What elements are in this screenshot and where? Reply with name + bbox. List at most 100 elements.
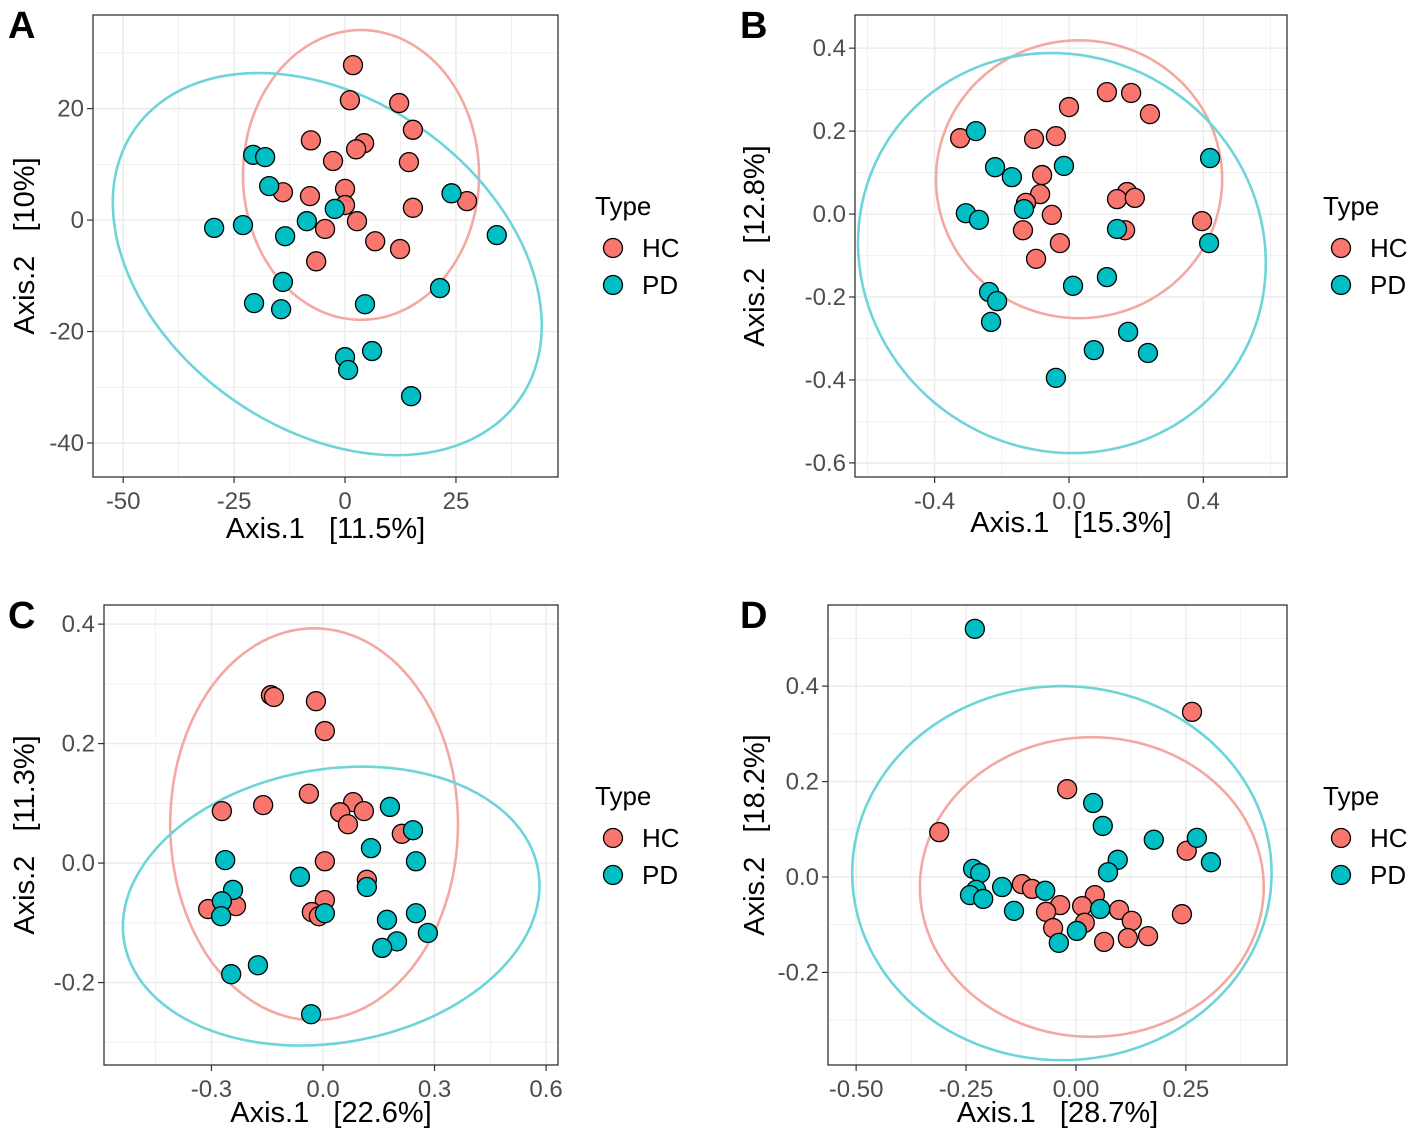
legend: Type HC PD (595, 191, 680, 300)
legend-key-hc (1330, 827, 1352, 849)
point-hc (1093, 931, 1115, 953)
x-tick-label: 0.25 (1163, 1076, 1210, 1103)
point-pd (1013, 198, 1035, 220)
y-tick-label: 0.4 (813, 35, 846, 62)
point-hc (298, 783, 320, 804)
x-axis-title: Axis.1 [11.5%] (226, 513, 425, 545)
panel-label: B (740, 5, 767, 47)
point-pd (486, 224, 507, 246)
point-pd (289, 866, 311, 887)
point-hc (314, 851, 336, 872)
panel-c: -0.3 0.0 0.3 0.6 -0.2 0.0 0.2 0.4 Axis.1 [22.6%]… (8, 595, 680, 1129)
point-hc (1023, 128, 1045, 150)
y-tick-label: -20 (49, 319, 84, 346)
point-hc (402, 119, 424, 140)
point-pd (1143, 829, 1164, 850)
plot-background (93, 15, 558, 477)
point-hc (1058, 96, 1080, 118)
y-tick-label: 0.0 (62, 850, 95, 877)
point-hc (299, 185, 321, 207)
point-pd (1186, 827, 1208, 849)
point-hc (389, 92, 410, 114)
point-hc (322, 150, 344, 172)
panel-d: -0.50 -0.25 0.00 0.25 -0.2 0.0 0.2 0.4 Axis.1 [2… (739, 595, 1408, 1129)
point-hc (1120, 82, 1142, 104)
plot-background (828, 605, 1287, 1065)
y-tick-label: 0 (71, 207, 84, 234)
point-hc (300, 130, 322, 151)
point-pd (1198, 232, 1220, 254)
plot-border (854, 14, 1288, 478)
point-hc (402, 197, 424, 218)
legend-key-pd (1330, 274, 1352, 296)
x-tick-label: -25 (217, 488, 252, 515)
point-hc (1121, 910, 1142, 932)
point-pd (1199, 147, 1221, 169)
point-hc (1012, 220, 1034, 241)
point-pd (232, 214, 254, 236)
legend-label-pd: PD (1370, 860, 1406, 890)
point-hc (1041, 204, 1063, 226)
point-pd (402, 820, 424, 841)
point-pd (203, 217, 225, 239)
point-hc (263, 686, 285, 708)
legend-label-hc: HC (1370, 233, 1408, 263)
ellipse-hc (918, 735, 1266, 1039)
point-hc (1124, 187, 1145, 209)
point-pd (1035, 880, 1056, 901)
x-tick-label: 0.0 (1052, 488, 1085, 515)
legend: Type HC PD (1323, 191, 1408, 300)
point-pd (215, 849, 236, 871)
legend: Type HC PD (1323, 781, 1408, 890)
legend-label-hc: HC (1370, 823, 1408, 853)
point-hc (1096, 81, 1118, 103)
point-hc (342, 55, 364, 76)
plot-background (104, 605, 558, 1065)
point-hc (314, 218, 336, 240)
point-pd (1082, 792, 1104, 814)
point-pd (1106, 218, 1128, 240)
ellipse-pd (850, 684, 1273, 1062)
y-tick-label: 0.2 (813, 118, 846, 145)
point-pd (1062, 275, 1084, 296)
point-pd (1097, 862, 1119, 883)
point-hc (305, 691, 327, 712)
point-hc (353, 800, 375, 822)
point-pd (1092, 815, 1113, 837)
panel-label: D (740, 595, 767, 637)
point-pd (274, 226, 296, 247)
point-pd (405, 903, 427, 924)
x-tick-label: -0.25 (939, 1076, 994, 1103)
point-pd (1045, 367, 1067, 389)
x-tick-label: -50 (106, 488, 141, 515)
point-hc (1181, 701, 1203, 723)
point-pd (417, 922, 439, 944)
point-pd (272, 271, 294, 293)
point-pd (986, 291, 1008, 312)
y-tick-label: -0.2 (54, 970, 95, 997)
point-hc (1045, 125, 1067, 147)
legend-title: Type (1323, 781, 1379, 811)
point-pd (1089, 898, 1111, 920)
point-pd (964, 618, 985, 640)
point-pd (984, 157, 1006, 178)
y-axis-title: Axis.2 [10%] (9, 157, 41, 334)
x-tick-label: 0 (338, 488, 351, 515)
ellipse-pd (111, 71, 544, 457)
point-pd (991, 876, 1013, 898)
point-pd (270, 299, 292, 320)
legend-label-pd: PD (642, 860, 678, 890)
point-pd (210, 906, 232, 927)
point-hc (314, 720, 336, 742)
point-hc (1191, 210, 1213, 232)
y-tick-label: -40 (49, 430, 84, 457)
point-hc (398, 151, 420, 173)
point-pd (1053, 155, 1075, 177)
point-pd (337, 359, 359, 381)
x-tick-label: 0.6 (529, 1076, 562, 1103)
legend-label-pd: PD (1370, 270, 1406, 300)
x-tick-label: -0.3 (191, 1076, 232, 1103)
ellipse-pd (856, 51, 1268, 455)
point-hc (1057, 779, 1078, 800)
ellipse-pd (121, 765, 541, 1047)
